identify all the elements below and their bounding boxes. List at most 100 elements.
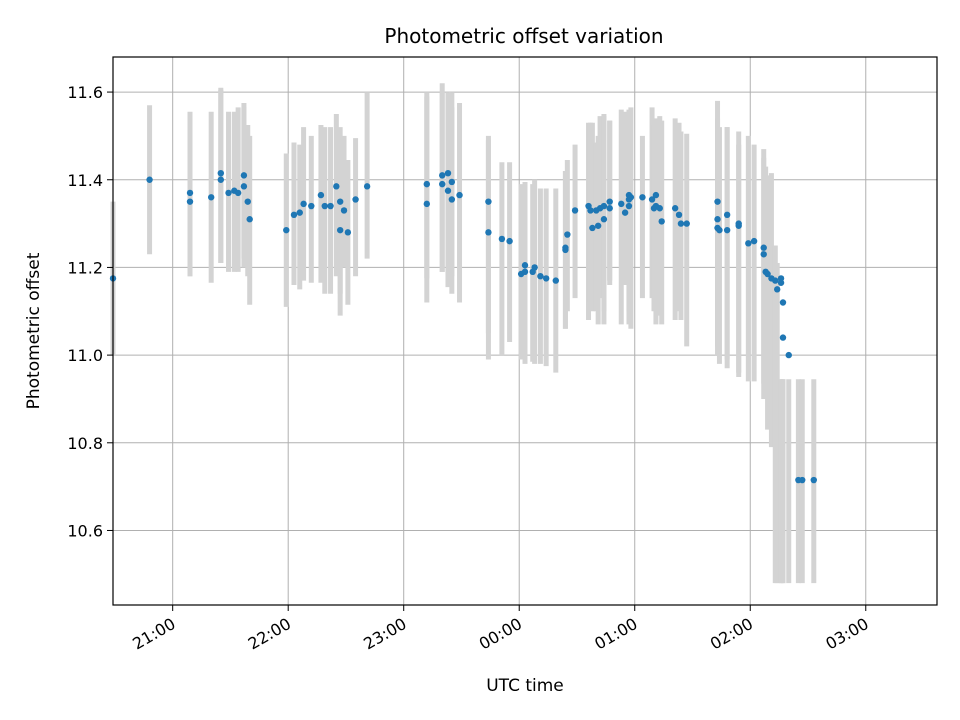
data-point [439,172,446,179]
data-point [423,200,431,208]
y-axis: 10.6 10.8 11.0 11.2 11.4 11.6 [67,83,113,540]
data-point [621,209,629,216]
data-point [677,220,685,227]
data-point [639,194,646,201]
data-point [606,205,613,212]
data-point [652,191,660,199]
data-point [240,183,248,190]
data-point [600,202,608,210]
y-tick-label: 10.8 [67,434,103,453]
data-point [444,187,452,194]
data-point [340,207,348,214]
data-point [439,180,446,188]
x-axis-title: UTC time [486,676,564,696]
data-point [542,275,550,282]
data-point [317,191,325,199]
data-point [186,198,194,205]
data-point [714,198,721,205]
data-point [186,189,194,197]
data-point [562,244,569,251]
data-point [363,183,371,190]
data-point [779,334,787,341]
data-point [777,279,785,286]
data-point [521,262,529,269]
data-point [799,476,806,484]
data-point [146,176,153,183]
data-point [448,178,456,186]
data-point [625,202,633,210]
data-point [723,211,731,219]
data-point [594,222,602,229]
data-point [675,211,683,219]
data-point [444,169,452,177]
plot-frame [112,56,938,606]
data-point [716,226,723,234]
data-point [810,476,817,484]
data-point [587,207,594,214]
data-point [764,270,771,278]
data-point [234,189,242,197]
y-tick-label: 11.2 [67,258,103,277]
data-point [321,202,328,210]
data-point [750,237,758,245]
data-point [774,286,781,293]
data-point [648,196,656,203]
data-point [217,176,225,183]
chart-title: Photometric offset variation [384,24,663,48]
data-point [506,237,513,245]
data-point [589,224,596,232]
data-point [618,200,625,208]
data-point [745,240,752,247]
data-point [760,244,767,251]
data-point [571,207,579,214]
data-point [333,183,340,190]
data-point [772,277,779,284]
y-axis-title: Photometric offset [24,252,44,409]
data-point [627,194,635,201]
data-point [656,205,663,212]
data-point [671,205,679,212]
data-point [735,220,742,227]
data-point [290,211,298,219]
data-point [246,216,253,223]
data-point [723,226,731,234]
data-point [531,264,538,271]
data-point [300,200,307,208]
data-point [658,218,665,225]
data-point [785,351,792,359]
data-point [779,299,787,306]
data-point [207,194,215,201]
data-point [714,216,721,223]
data-point [552,277,560,284]
data-point [564,231,571,238]
data-point [498,235,506,243]
data-point [336,226,344,234]
data-point [352,196,359,203]
data-point [606,198,613,205]
data-point [537,273,544,280]
data-point [777,275,785,282]
data-point [485,198,492,205]
data-point [448,196,456,203]
data-point [521,268,529,276]
y-tick-label: 11.6 [67,83,103,102]
data-point [308,202,315,210]
data-point [456,191,463,199]
data-point [683,220,690,227]
data-point [225,189,232,197]
data-point [327,202,334,210]
data-point [485,229,492,236]
data-point [344,229,352,236]
data-point [600,216,608,223]
data-point [336,198,344,205]
data-point [244,198,251,205]
y-tick-label: 11.0 [67,346,103,365]
data-point [296,209,303,216]
data-point [760,251,767,258]
y-tick-label: 11.4 [67,171,103,190]
y-tick-label: 10.6 [67,521,103,540]
data-point [240,172,248,179]
data-point [217,169,225,177]
